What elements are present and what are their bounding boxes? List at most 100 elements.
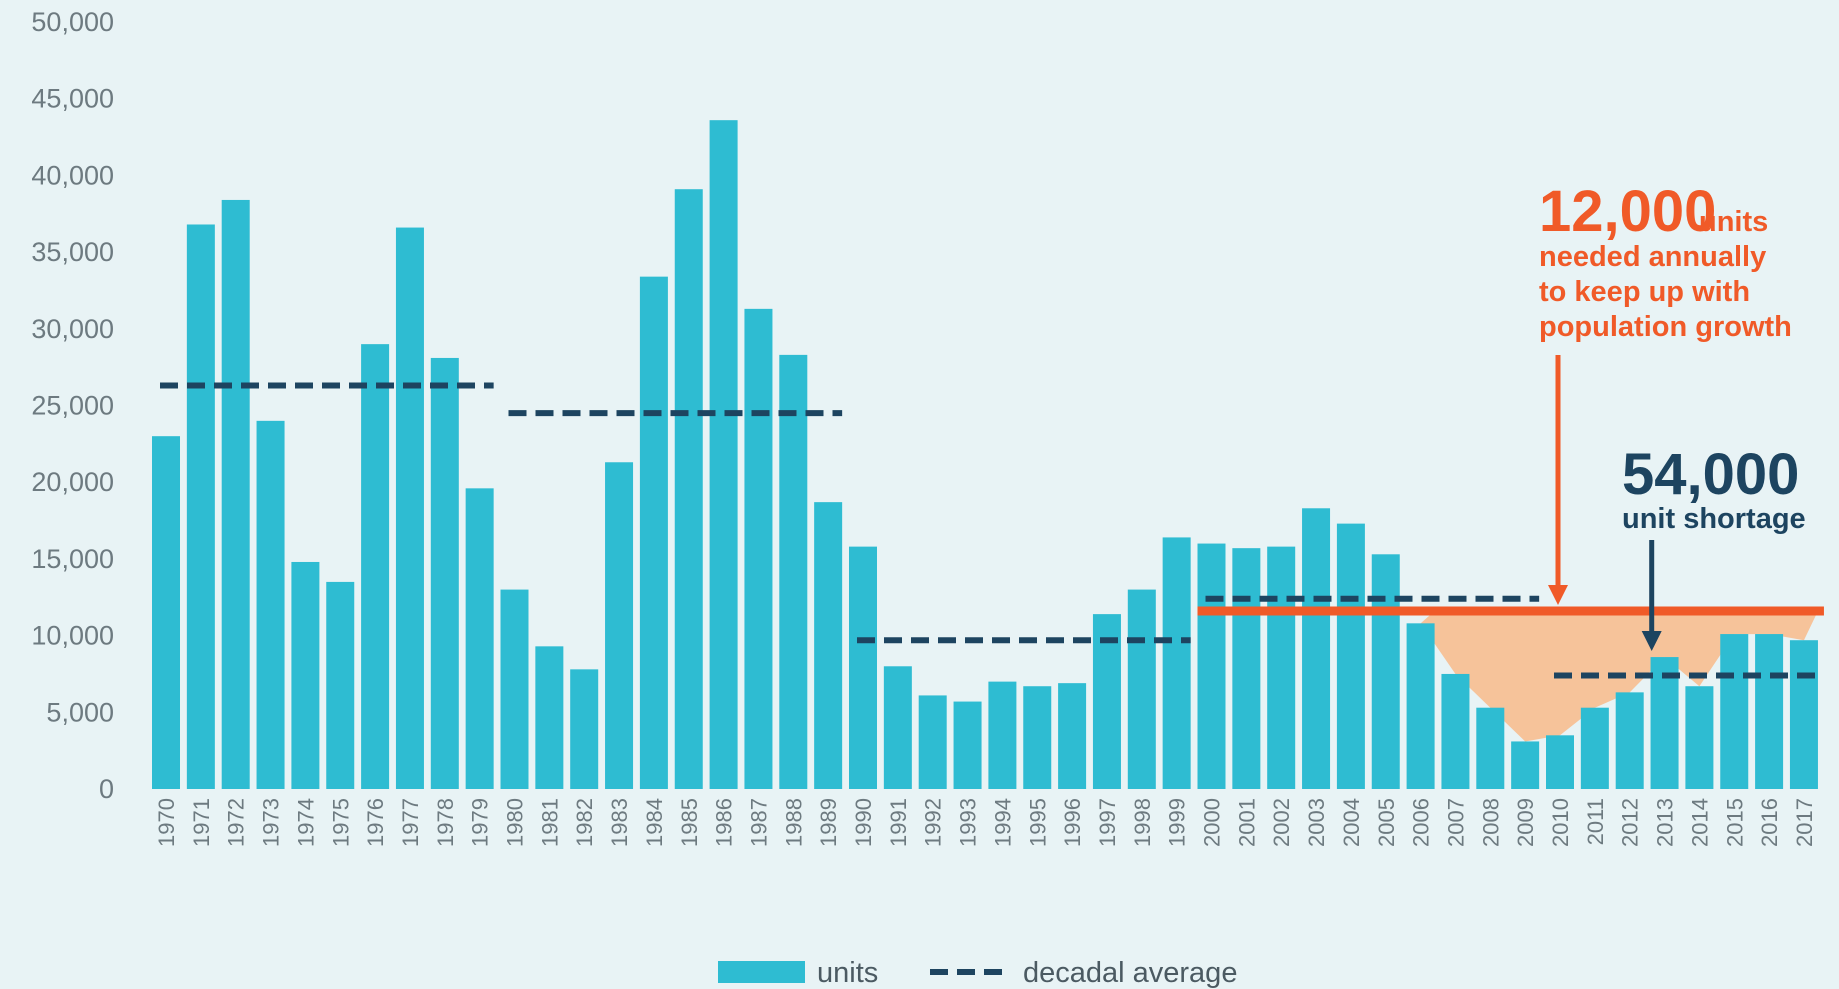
bar-1992 [918,695,947,789]
y-tick-label: 15,000 [31,544,114,574]
bar-2014 [1685,686,1714,789]
x-tick-label: 2017 [1792,798,1817,847]
bar-1987 [744,308,773,789]
y-tick-label: 25,000 [31,391,114,421]
bar-2015 [1720,634,1749,789]
x-tick-label: 1971 [189,798,214,847]
bar-2013 [1650,657,1679,789]
x-tick-label: 1974 [293,798,318,847]
bar-1980 [500,589,529,789]
x-tick-label: 1989 [816,798,841,847]
bar-1989 [814,502,843,789]
bar-1974 [291,561,320,789]
bar-1979 [465,488,494,789]
bar-2006 [1406,623,1435,789]
y-tick-label: 30,000 [31,314,114,344]
x-tick-label: 2013 [1653,798,1678,847]
y-tick-label: 20,000 [31,467,114,497]
y-tick-label: 10,000 [31,621,114,651]
bar-2008 [1476,707,1505,789]
bar-1997 [1092,614,1121,789]
bar-1999 [1162,537,1191,789]
bar-1972 [221,199,250,790]
y-tick-label: 5,000 [46,697,114,727]
shortage-arrow-head [1641,631,1662,652]
bar-1996 [1058,683,1087,789]
needed-line-2: to keep up with [1539,276,1750,308]
x-tick-label: 2003 [1304,798,1329,847]
needed-value: 12,000 [1539,179,1716,244]
x-tick-label: 1981 [537,798,562,847]
bar-2011 [1580,707,1609,789]
x-tick-label: 1988 [781,798,806,847]
x-tick-label: 1992 [921,798,946,847]
annotation-shortage: 54,000 unit shortage [1622,442,1806,535]
y-tick-label: 35,000 [31,237,114,267]
x-tick-label: 2006 [1409,798,1434,847]
x-tick-label: 2001 [1234,798,1259,847]
y-axis: 0 5,000 10,000 15,000 20,000 25,000 30,000 35,0… [31,7,114,804]
bar-1986 [709,120,738,789]
x-tick-label: 2009 [1513,798,1538,847]
x-tick-label: 1976 [363,798,388,847]
x-tick-label: 1973 [259,798,284,847]
x-tick-label: 1997 [1095,798,1120,847]
y-tick-label: 45,000 [31,84,114,114]
x-tick-label: 1994 [990,798,1015,847]
annotation-needed: 12,000 units needed annually to keep up … [1539,179,1792,343]
bar-1995 [1023,686,1052,789]
bars [152,120,1818,790]
legend: units decadal average [718,957,1237,989]
needed-arrow-head [1548,585,1568,606]
x-tick-label: 1984 [642,798,667,847]
x-tick-label: 1978 [433,798,458,847]
x-tick-label: 2004 [1339,798,1364,847]
bar-1990 [849,546,877,789]
x-tick-label: 1996 [1060,798,1085,847]
x-tick-label: 2016 [1757,798,1782,847]
x-tick-label: 1983 [607,798,632,847]
x-tick-label: 1986 [712,798,737,847]
shortage-label: unit shortage [1622,503,1806,535]
bar-2016 [1755,634,1784,789]
bar-1975 [326,581,355,789]
shortage-value: 54,000 [1622,442,1799,507]
bar-1991 [883,666,912,789]
bar-1971 [186,224,215,789]
legend-label-average: decadal average [1023,957,1237,989]
x-tick-label: 1982 [572,798,597,847]
bar-1977 [395,227,424,789]
x-tick-label: 1979 [468,798,493,847]
bar-2005 [1371,554,1400,789]
bar-1973 [256,420,285,789]
legend-label-units: units [817,957,878,989]
bar-2012 [1615,692,1644,789]
x-tick-label: 2012 [1618,798,1643,847]
bar-2003 [1302,508,1331,789]
x-tick-label: 1991 [886,798,911,847]
x-tick-label: 2005 [1374,798,1399,847]
x-tick-label: 1998 [1130,798,1155,847]
x-tick-label: 1993 [956,798,981,847]
bar-1984 [639,276,668,789]
x-tick-label: 1977 [398,798,423,847]
bar-1988 [779,354,808,789]
annotation-arrows [1548,355,1662,652]
bar-1970 [152,436,180,789]
x-tick-label: 2002 [1269,798,1294,847]
bar-1998 [1127,589,1156,789]
y-tick-label: 0 [99,774,114,804]
x-tick-label: 1987 [746,798,771,847]
x-tick-label: 1985 [677,798,702,847]
bar-2002 [1267,546,1296,789]
legend-swatch-units [718,961,805,983]
x-tick-label: 1972 [224,798,249,847]
x-tick-label: 1980 [503,798,528,847]
bar-1976 [361,344,390,789]
x-axis: 1970 1971 1972 1973 1974 1975 1976 1977 1978 1979… [154,798,1817,847]
x-tick-label: 1970 [154,798,179,847]
x-tick-label: 1975 [328,798,353,847]
bar-1994 [988,681,1017,789]
x-tick-label: 1990 [851,798,876,847]
